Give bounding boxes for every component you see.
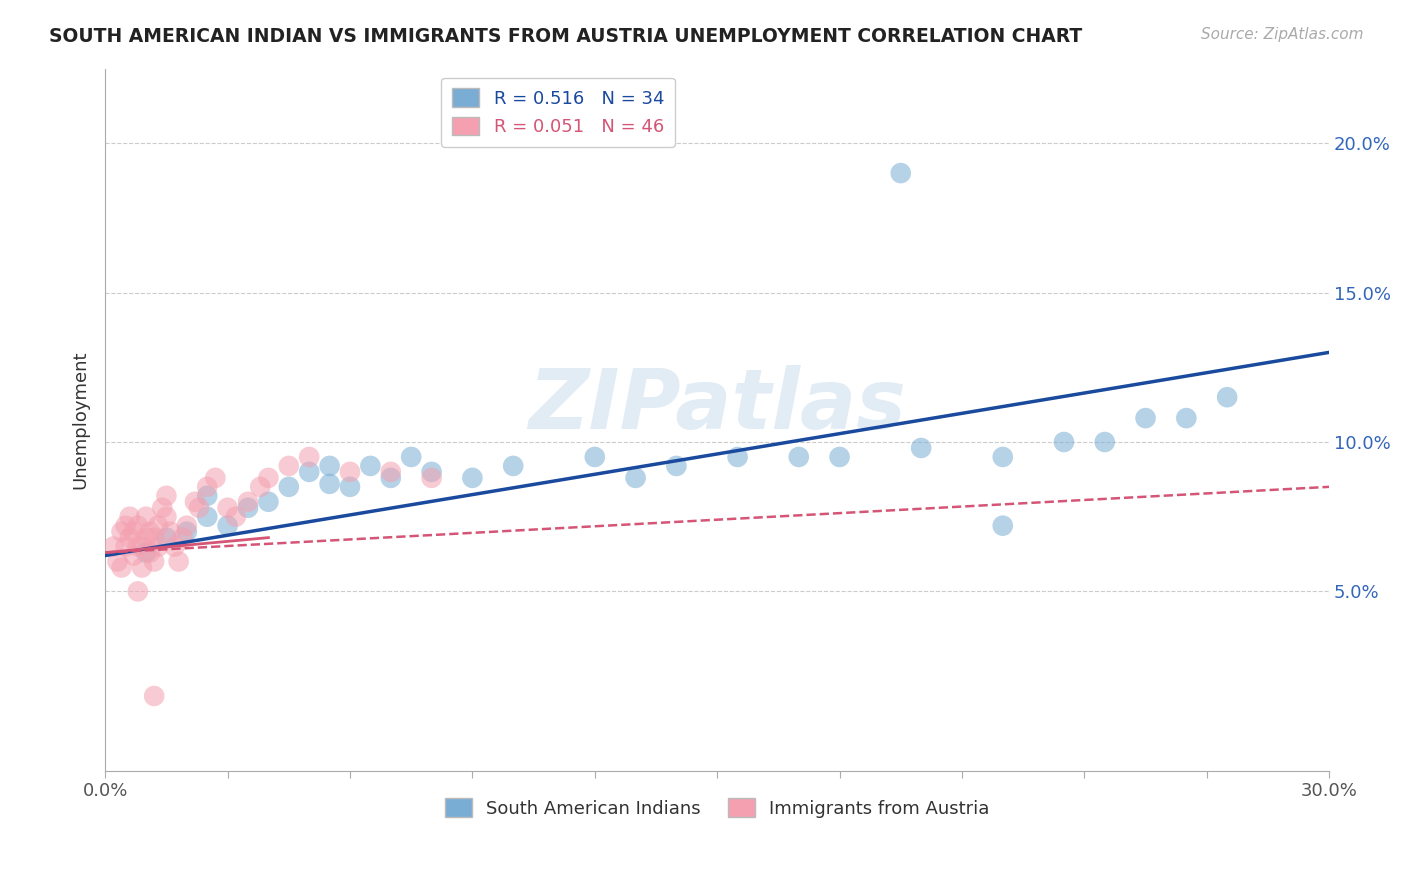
Point bbox=[110, 524, 132, 539]
Point bbox=[148, 518, 170, 533]
Point bbox=[155, 509, 177, 524]
Point bbox=[195, 489, 218, 503]
Point bbox=[665, 458, 688, 473]
Point bbox=[143, 555, 166, 569]
Point bbox=[143, 531, 166, 545]
Point bbox=[118, 509, 141, 524]
Point bbox=[107, 555, 129, 569]
Point bbox=[114, 540, 136, 554]
Point bbox=[143, 689, 166, 703]
Point bbox=[583, 450, 606, 464]
Point bbox=[339, 465, 361, 479]
Y-axis label: Unemployment: Unemployment bbox=[72, 351, 89, 489]
Point bbox=[991, 518, 1014, 533]
Point bbox=[380, 471, 402, 485]
Point bbox=[1135, 411, 1157, 425]
Point bbox=[139, 545, 162, 559]
Point bbox=[195, 509, 218, 524]
Point bbox=[122, 549, 145, 563]
Point bbox=[167, 555, 190, 569]
Point bbox=[150, 500, 173, 515]
Point bbox=[195, 480, 218, 494]
Point bbox=[127, 584, 149, 599]
Point bbox=[118, 531, 141, 545]
Point bbox=[420, 471, 443, 485]
Point bbox=[176, 518, 198, 533]
Point bbox=[359, 458, 381, 473]
Point bbox=[1053, 435, 1076, 450]
Point bbox=[236, 500, 259, 515]
Point bbox=[339, 480, 361, 494]
Point bbox=[131, 560, 153, 574]
Point bbox=[135, 545, 157, 559]
Point bbox=[225, 509, 247, 524]
Point bbox=[110, 560, 132, 574]
Point bbox=[277, 480, 299, 494]
Point bbox=[298, 450, 321, 464]
Point bbox=[188, 500, 211, 515]
Point bbox=[103, 540, 125, 554]
Point bbox=[910, 441, 932, 455]
Point bbox=[399, 450, 422, 464]
Point bbox=[127, 540, 149, 554]
Point bbox=[163, 540, 186, 554]
Point bbox=[1216, 390, 1239, 404]
Point bbox=[135, 531, 157, 545]
Point bbox=[461, 471, 484, 485]
Point bbox=[318, 458, 340, 473]
Point bbox=[727, 450, 749, 464]
Point bbox=[184, 495, 207, 509]
Point bbox=[114, 518, 136, 533]
Point bbox=[155, 489, 177, 503]
Point bbox=[277, 458, 299, 473]
Text: ZIPatlas: ZIPatlas bbox=[529, 365, 905, 446]
Point bbox=[991, 450, 1014, 464]
Text: SOUTH AMERICAN INDIAN VS IMMIGRANTS FROM AUSTRIA UNEMPLOYMENT CORRELATION CHART: SOUTH AMERICAN INDIAN VS IMMIGRANTS FROM… bbox=[49, 27, 1083, 45]
Point bbox=[828, 450, 851, 464]
Point bbox=[1175, 411, 1198, 425]
Point bbox=[176, 524, 198, 539]
Point bbox=[257, 471, 280, 485]
Legend: South American Indians, Immigrants from Austria: South American Indians, Immigrants from … bbox=[437, 791, 997, 825]
Point bbox=[139, 524, 162, 539]
Point bbox=[502, 458, 524, 473]
Point bbox=[155, 531, 177, 545]
Point bbox=[890, 166, 912, 180]
Point bbox=[249, 480, 271, 494]
Point bbox=[298, 465, 321, 479]
Point bbox=[135, 509, 157, 524]
Point bbox=[787, 450, 810, 464]
Text: Source: ZipAtlas.com: Source: ZipAtlas.com bbox=[1201, 27, 1364, 42]
Point bbox=[420, 465, 443, 479]
Point bbox=[204, 471, 226, 485]
Point bbox=[217, 518, 239, 533]
Point bbox=[236, 495, 259, 509]
Point bbox=[624, 471, 647, 485]
Point bbox=[380, 465, 402, 479]
Point bbox=[131, 540, 153, 554]
Point bbox=[217, 500, 239, 515]
Point bbox=[1094, 435, 1116, 450]
Point bbox=[318, 476, 340, 491]
Point bbox=[159, 524, 181, 539]
Point bbox=[172, 531, 194, 545]
Point bbox=[127, 518, 149, 533]
Point bbox=[122, 524, 145, 539]
Point bbox=[148, 540, 170, 554]
Point bbox=[257, 495, 280, 509]
